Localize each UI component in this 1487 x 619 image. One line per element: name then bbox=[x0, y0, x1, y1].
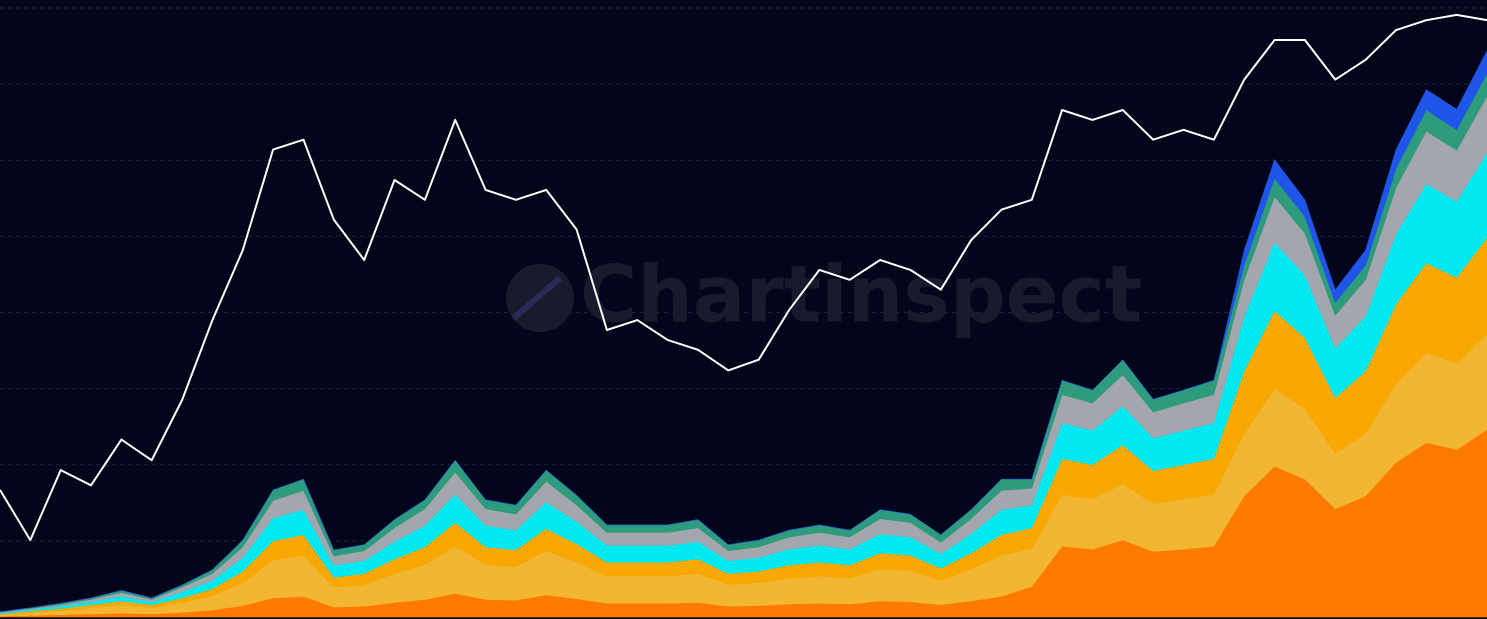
price-line bbox=[0, 13, 1487, 542]
areas bbox=[0, 50, 1487, 618]
watermark: Chartinspect bbox=[506, 250, 1142, 340]
area-layer bbox=[0, 50, 1487, 612]
watermark-logo-mark bbox=[512, 275, 562, 321]
lines bbox=[0, 13, 1487, 542]
watermark-text: Chartinspect bbox=[580, 250, 1142, 340]
